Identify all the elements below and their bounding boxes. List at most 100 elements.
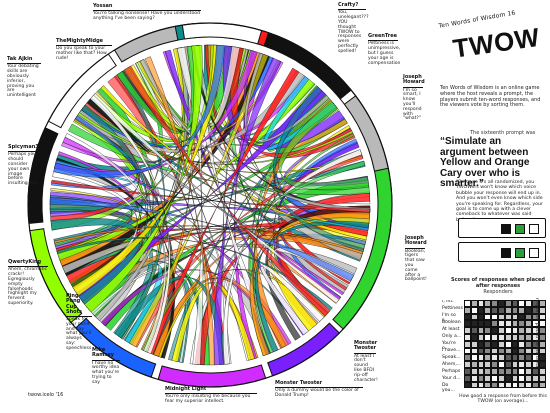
scores-title: Scores of responses when placed after re… (451, 277, 545, 289)
score-cell (498, 354, 505, 362)
chord (248, 125, 351, 357)
score-cell (498, 327, 505, 334)
score-cell (532, 361, 539, 368)
chord (139, 58, 371, 213)
example-bubbles (458, 218, 546, 266)
footer-left: twow.icelo '16 (28, 392, 64, 398)
score-cell (464, 347, 471, 355)
side-item: Do you... (442, 383, 455, 393)
score-cell (511, 381, 519, 389)
score-cell (504, 381, 512, 389)
ring-segment (181, 22, 263, 45)
chord (84, 45, 203, 313)
score-cell (484, 354, 492, 362)
score-cell (477, 374, 485, 382)
score-cell (518, 340, 526, 348)
score-cell (504, 354, 512, 362)
score-cell (498, 320, 505, 328)
score-cell (518, 300, 526, 307)
score-cell (477, 300, 485, 307)
score-cell (464, 327, 471, 334)
score-cell (477, 368, 485, 375)
side-item: I have... (442, 348, 461, 353)
score-cell (538, 320, 546, 328)
scores-table: I, int. Pettiness I'm so s... Boolean At… (442, 300, 548, 396)
game-description: Ten Words of Wisdom is an online game wh… (440, 85, 541, 109)
example-chip-green-2 (515, 248, 525, 258)
vertical-note: responses placed before these (534, 298, 539, 369)
score-cell (464, 374, 471, 382)
score-cell (511, 368, 519, 375)
score-cell (470, 300, 478, 307)
score-cell (498, 334, 505, 341)
score-cell (491, 381, 498, 389)
score-cell (538, 374, 546, 382)
score-cell (532, 354, 539, 362)
score-cell (484, 347, 492, 355)
score-cell (538, 361, 546, 368)
score-cell (511, 334, 519, 341)
score-cell (477, 327, 485, 334)
score-cell (477, 381, 485, 389)
chord (145, 67, 300, 355)
callout-tak-ajkin: Tak Ajkin Your debating skills are obvio… (7, 56, 41, 99)
chord (129, 150, 364, 348)
score-cell (511, 320, 519, 328)
score-cell (484, 361, 492, 368)
score-cell (532, 374, 539, 382)
chord (275, 249, 344, 300)
score-cell (504, 306, 512, 314)
callout-joseph-howard-top: Joseph Howard I'm so smart, I know you'l… (403, 74, 425, 122)
score-cell (464, 354, 471, 362)
score-cell (484, 300, 492, 307)
score-cell (491, 334, 498, 341)
score-cell (477, 320, 485, 328)
title-twow: TWOW (451, 21, 542, 64)
score-cell (525, 320, 532, 328)
score-cell (538, 347, 546, 355)
score-cell (464, 306, 471, 314)
score-cell (538, 381, 546, 389)
score-cell (525, 381, 532, 389)
chord (51, 115, 138, 189)
score-cell (511, 313, 519, 321)
example-row-2 (458, 242, 546, 262)
score-cell (498, 313, 505, 321)
score-cell (525, 334, 532, 341)
score-cell (538, 300, 546, 307)
score-cell (538, 340, 546, 348)
score-cell (484, 313, 492, 321)
chord (255, 220, 370, 353)
score-cell (498, 306, 505, 314)
score-cell (498, 347, 505, 355)
score-cell (518, 361, 526, 368)
score-cell (498, 374, 505, 382)
chord (278, 100, 370, 191)
score-cell (470, 320, 478, 328)
bottom-note: How good a response from before this TWO… (459, 394, 547, 405)
score-cell (498, 340, 505, 348)
score-cell (525, 354, 532, 362)
score-cell (470, 313, 478, 321)
score-cell (538, 334, 546, 341)
callout-monster-twoster-right: Monster Twoster At least I don't sound l… (354, 340, 378, 383)
score-cell (484, 327, 492, 334)
score-cell (518, 306, 526, 314)
side-item: Pettiness (442, 306, 463, 311)
chord (123, 65, 331, 317)
score-cell (518, 313, 526, 321)
callout-crafty: Crafty? You, unelegant??? YOU thought TW… (338, 2, 369, 54)
side-item: I'm so s... (442, 313, 456, 323)
score-cell (470, 334, 478, 341)
score-cell (518, 354, 526, 362)
score-cell (511, 340, 519, 348)
score-cell (518, 381, 526, 389)
side-item: Boolean (442, 320, 461, 325)
score-cell (525, 368, 532, 375)
score-cell (491, 374, 498, 382)
score-cell (538, 354, 546, 362)
score-cell (498, 368, 505, 375)
score-cell (525, 340, 532, 348)
score-cell (538, 368, 546, 375)
